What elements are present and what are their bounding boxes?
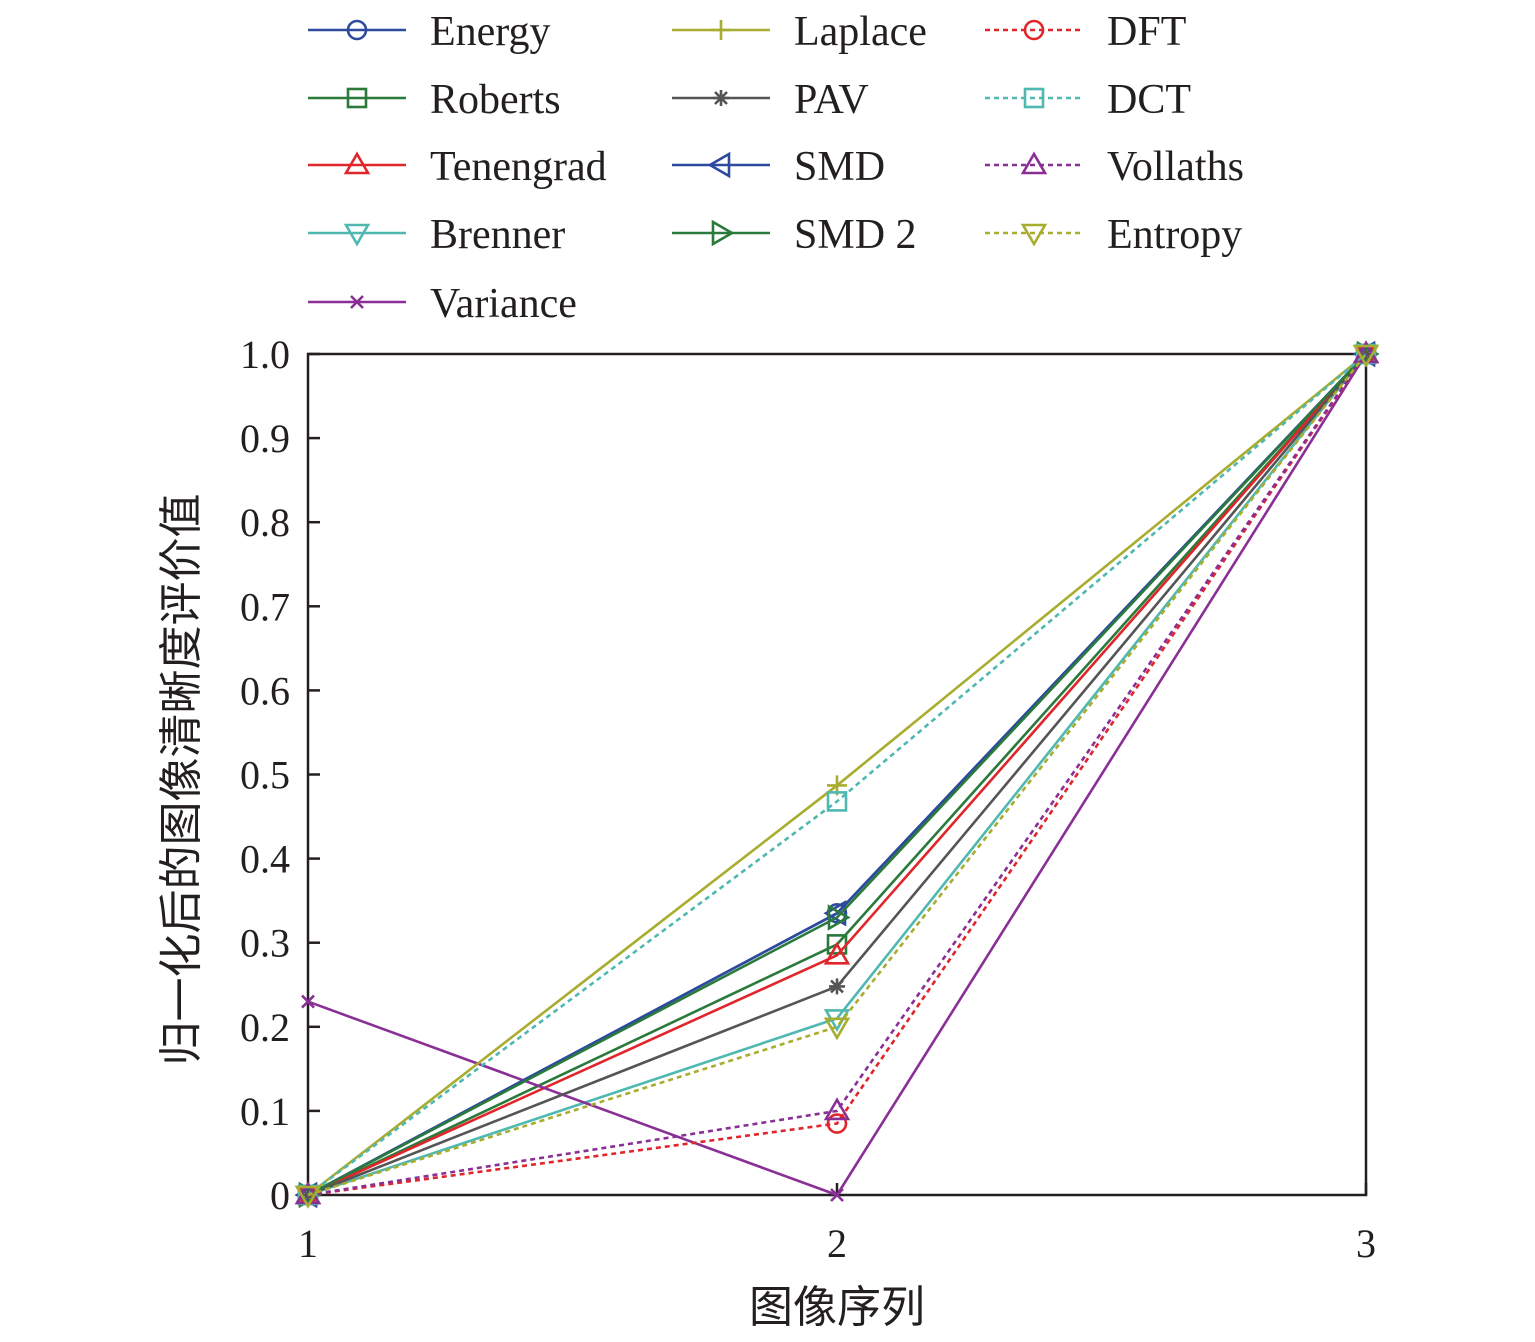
- data-point-variance: [830, 1188, 844, 1202]
- x-tick-label: 2: [827, 1221, 847, 1266]
- data-point-variance: [301, 994, 315, 1009]
- series-tenengrad: [294, 340, 1380, 1205]
- legend-label: Laplace: [794, 9, 927, 55]
- legend-item-roberts: Roberts: [308, 77, 561, 123]
- data-point-smd-2: [827, 904, 851, 931]
- x-tick-label: 1: [298, 1221, 318, 1266]
- legend-label: Variance: [430, 281, 577, 327]
- y-axis: 0 0.1 0.2 0.3 0.4 0.5 0.6 0.7 0.8 0.9 1.0: [240, 332, 320, 1218]
- series-pav: [300, 346, 1374, 1203]
- legend-item-entropy: Entropy: [985, 212, 1242, 258]
- legend-item-tenengrad: Tenengrad: [308, 144, 607, 190]
- x-axis: 1 2 3: [298, 1183, 1376, 1266]
- x-tick-label: 3: [1356, 1221, 1376, 1266]
- legend-label: DFT: [1107, 9, 1186, 55]
- legend-swatch-marker: [343, 223, 371, 247]
- data-point-entropy: [1352, 344, 1380, 368]
- y-tick-label: 0.2: [240, 1005, 290, 1050]
- y-tick-label: 0.8: [240, 500, 290, 545]
- legend-label: Roberts: [430, 77, 561, 123]
- y-tick-label: 1.0: [240, 332, 290, 377]
- legend-label: DCT: [1107, 77, 1191, 123]
- legend-swatch-marker: [1023, 87, 1045, 109]
- legend-item-dft: DFT: [985, 9, 1186, 55]
- legend-label: Vollaths: [1107, 144, 1244, 190]
- x-axis-title: 图像序列: [749, 1283, 925, 1332]
- legend-item-smd-2: SMD 2: [672, 212, 917, 258]
- legend-swatch-marker: [707, 151, 731, 179]
- y-tick-label: 0.3: [240, 921, 290, 966]
- series-layer: [294, 340, 1380, 1209]
- legend-label: SMD: [794, 144, 885, 190]
- legend-item-energy: Energy: [308, 9, 551, 55]
- series-line-roberts: [307, 353, 1367, 1197]
- plot-frame: [306, 352, 1368, 1197]
- legend-swatch-marker: [346, 19, 368, 41]
- series-line-brenner: [307, 353, 1368, 1197]
- data-point-tenengrad: [823, 941, 851, 965]
- series-line-tenengrad: [307, 353, 1367, 1197]
- legend-swatch-marker: [346, 87, 368, 109]
- y-tick-label: 0.6: [240, 668, 290, 713]
- legend-swatch-marker: [711, 20, 731, 40]
- legend-label: Entropy: [1107, 212, 1242, 258]
- series-dct: [297, 343, 1377, 1206]
- series-vollaths: [294, 340, 1380, 1205]
- legend-swatch-marker: [713, 90, 729, 106]
- legend-item-vollaths: Vollaths: [985, 144, 1244, 190]
- series-line-pav: [307, 353, 1367, 1197]
- series-line-variance: [307, 353, 1368, 1197]
- data-point-pav: [829, 978, 845, 995]
- series-variance: [301, 347, 1373, 1202]
- legend-label: Tenengrad: [430, 144, 607, 190]
- legend-swatch-marker: [1020, 223, 1048, 247]
- legend-swatch-marker: [1023, 19, 1045, 41]
- series-line-energy: [307, 353, 1367, 1197]
- legend-swatch-marker: [711, 219, 735, 247]
- y-tick-label: 0.1: [240, 1089, 290, 1134]
- data-point-vollaths: [823, 1097, 851, 1121]
- series-roberts: [297, 343, 1377, 1206]
- legend-item-laplace: Laplace: [672, 9, 927, 55]
- legend-swatch-marker: [343, 151, 371, 175]
- legend-label: Brenner: [430, 212, 565, 258]
- series-line-entropy: [307, 353, 1368, 1197]
- series-line-laplace: [307, 352, 1367, 1197]
- series-smd: [294, 340, 1376, 1209]
- series-line-dft: [307, 353, 1368, 1197]
- legend-label: Energy: [430, 9, 551, 55]
- y-tick-label: 0.4: [240, 837, 290, 882]
- legend-item-pav: PAV: [672, 77, 869, 123]
- y-tick-label: 0: [270, 1173, 290, 1218]
- series-line-smd: [307, 353, 1367, 1197]
- series-line-dct: [307, 353, 1367, 1197]
- legend-label: PAV: [794, 77, 869, 123]
- series-line-smd-2: [307, 353, 1367, 1197]
- plot-area: 0 0.1 0.2 0.3 0.4 0.5 0.6 0.7 0.8 0.9 1.0 1 2 3: [240, 332, 1380, 1266]
- legend-swatch-marker: [1020, 151, 1048, 175]
- data-point-vollaths: [294, 1181, 322, 1205]
- data-point-dct: [826, 791, 848, 812]
- series-line-vollaths: [307, 353, 1368, 1197]
- data-point-entropy: [294, 1185, 322, 1209]
- legend-label: SMD 2: [794, 212, 917, 258]
- y-axis-title: 归一化后的图像清晰度评价值: [157, 494, 206, 1066]
- y-tick-label: 0.9: [240, 416, 290, 461]
- series-energy: [297, 343, 1377, 1206]
- legend-item-brenner: Brenner: [308, 212, 565, 258]
- legend-item-dct: DCT: [985, 77, 1191, 123]
- data-point-dft: [826, 1113, 848, 1134]
- legend-item-variance: Variance: [308, 281, 577, 327]
- data-point-entropy: [823, 1017, 851, 1041]
- legend-swatch-marker: [350, 295, 364, 309]
- y-tick-label: 0.5: [240, 753, 290, 798]
- legend-item-smd: SMD: [672, 144, 885, 190]
- series-entropy: [294, 344, 1380, 1209]
- series-laplace: [298, 344, 1376, 1205]
- data-point-vollaths: [1352, 340, 1380, 364]
- series-dft: [297, 343, 1377, 1206]
- y-tick-label: 0.7: [240, 584, 290, 629]
- legend: Energy Roberts Tenengrad Brenner Variance Lap…: [308, 9, 1244, 327]
